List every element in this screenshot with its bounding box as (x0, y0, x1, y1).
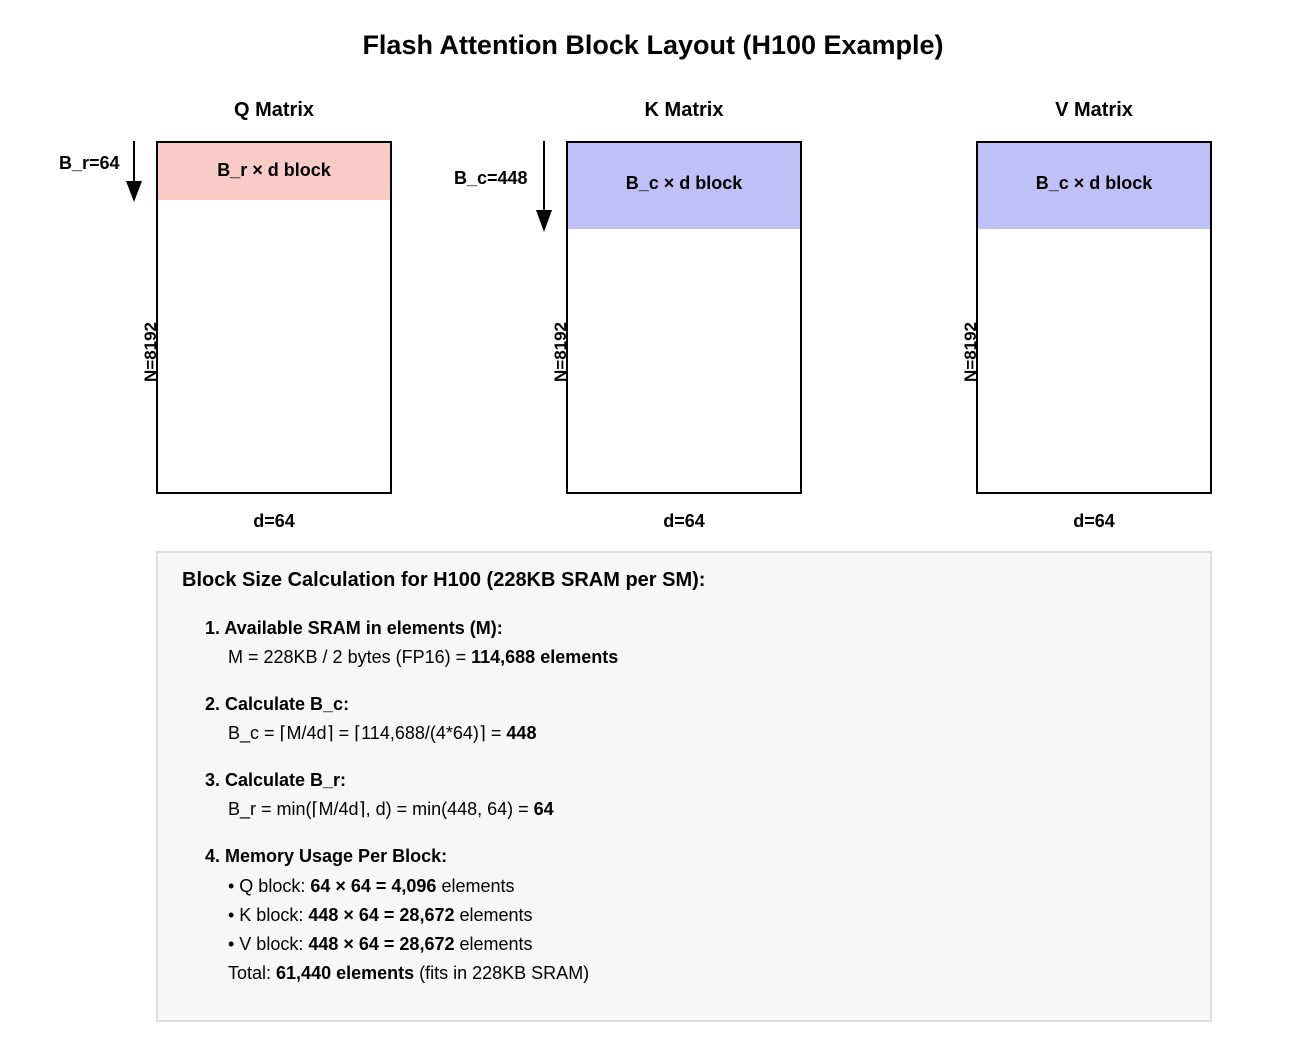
calculation-panel: Block Size Calculation for H100 (228KB S… (156, 551, 1212, 1022)
v-block-usage-unit: elements (454, 934, 533, 954)
q-block-height-label: B_r=64 (59, 153, 120, 173)
k-block: B_c × d block (568, 143, 800, 229)
q-block-label: B_r × d block (217, 159, 331, 180)
k-matrix: B_c × d block (566, 141, 802, 494)
q-block-usage-value: 64 × 64 = 4,096 (310, 876, 437, 896)
diagram-title: Flash Attention Block Layout (H100 Examp… (362, 30, 944, 60)
k-block-usage-label: • K block: (228, 905, 309, 925)
k-matrix-heading: K Matrix (644, 99, 724, 121)
k-block-height-arrow (536, 141, 552, 232)
v-block-usage-label: • V block: (228, 934, 309, 954)
step1-heading: 1. Available SRAM in elements (M): (205, 618, 503, 638)
step3-line: B_r = min(⌈M/4d⌉, d) = min(448, 64) = 64 (228, 799, 554, 820)
k-block-usage-value: 448 × 64 = 28,672 (308, 905, 455, 925)
k-n-label: N=8192 (551, 321, 570, 383)
total-usage-label: Total: (228, 963, 277, 983)
v-matrix: B_c × d block (976, 141, 1212, 494)
step2-line-result: 448 (506, 723, 537, 743)
q-d-label: d=64 (253, 511, 295, 531)
v-block-usage: • V block: 448 × 64 = 28,672 elements (228, 934, 533, 955)
q-block-usage: • Q block: 64 × 64 = 4,096 elements (228, 876, 515, 897)
q-n-label: N=8192 (141, 321, 160, 383)
v-block: B_c × d block (978, 143, 1210, 229)
k-block-label: B_c × d block (625, 173, 743, 193)
q-matrix-heading: Q Matrix (233, 99, 315, 121)
step3-line-result: 64 (533, 799, 554, 819)
k-block-height-label: B_c=448 (454, 168, 528, 188)
total-usage-note: (fits in 228KB SRAM) (414, 963, 590, 983)
k-block-usage-unit: elements (454, 905, 533, 925)
calculation-title: Block Size Calculation for H100 (228KB S… (182, 569, 706, 591)
v-block-usage-value: 448 × 64 = 28,672 (308, 934, 455, 954)
q-block-usage-unit: elements (436, 876, 515, 896)
step1-line-result: 114,688 elements (471, 647, 619, 667)
k-block-usage: • K block: 448 × 64 = 28,672 elements (228, 905, 533, 926)
v-d-label: d=64 (1073, 511, 1115, 531)
v-n-label: N=8192 (961, 321, 980, 383)
k-d-label: d=64 (663, 511, 705, 531)
title-container: Flash Attention Block Layout (H100 Examp… (0, 30, 1306, 61)
step1-line-text: M = 228KB / 2 bytes (FP16) = (228, 647, 472, 667)
q-block-usage-label: • Q block: (228, 876, 311, 896)
v-block-label: B_c × d block (1035, 173, 1153, 193)
total-usage: Total: 61,440 elements (fits in 228KB SR… (228, 963, 589, 984)
q-block: B_r × d block (158, 143, 390, 200)
step4-heading: 4. Memory Usage Per Block: (205, 846, 448, 866)
step3-line-text: B_r = min(⌈M/4d⌉, d) = min(448, 64) = (228, 799, 534, 819)
q-matrix: B_r × d block (156, 141, 392, 494)
total-usage-value: 61,440 elements (276, 963, 415, 983)
q-block-height-arrow (126, 141, 142, 202)
step2-heading: 2. Calculate B_c: (205, 694, 350, 714)
step2-line-text: B_c = ⌈M/4d⌉ = ⌈114,688/(4*64)⌉ = (228, 723, 507, 743)
step3-heading: 3. Calculate B_r: (205, 770, 347, 790)
step1-line: M = 228KB / 2 bytes (FP16) = 114,688 ele… (228, 647, 618, 668)
v-matrix-heading: V Matrix (1055, 99, 1133, 121)
step2-line: B_c = ⌈M/4d⌉ = ⌈114,688/(4*64)⌉ = 448 (228, 723, 536, 744)
